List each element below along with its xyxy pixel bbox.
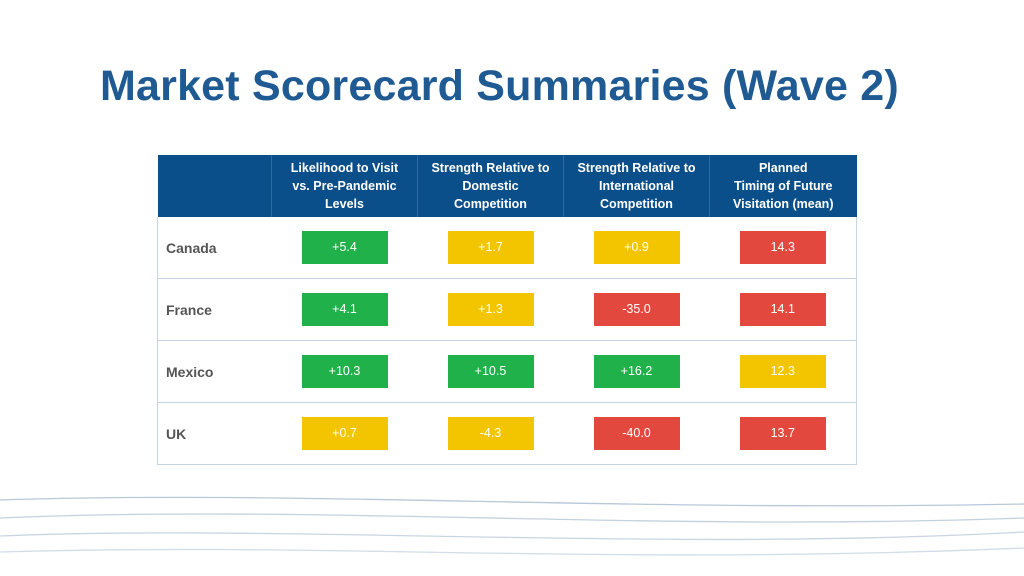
score-chip: 13.7 [739, 417, 826, 450]
score-chip: +1.7 [447, 231, 534, 264]
column-header-timing: Planned Timing of Future Visitation (mea… [709, 155, 857, 217]
scorecard-table: Likelihood to Visit vs. Pre-Pandemic Lev… [157, 155, 857, 465]
score-chip: +1.3 [447, 293, 534, 326]
column-header-international: Strength Relative to International Compe… [563, 155, 710, 217]
column-header-line: Competition [454, 197, 527, 211]
score-chip: +4.1 [301, 293, 388, 326]
column-header-line: International [598, 179, 674, 193]
row-label: France [157, 278, 272, 341]
score-chip: +10.3 [301, 355, 388, 388]
column-header-line: Competition [600, 197, 673, 211]
column-header-line: Strength Relative to [577, 161, 696, 175]
score-chip: +5.4 [301, 231, 388, 264]
page-title: Market Scorecard Summaries (Wave 2) [100, 62, 899, 110]
column-header-line: Likelihood to Visit [290, 161, 399, 175]
row-label: UK [157, 402, 272, 465]
score-chip: 14.1 [739, 293, 826, 326]
column-header-line: Domestic [462, 179, 519, 193]
score-chip: -40.0 [593, 417, 680, 450]
table-row-mexico: Mexico +10.3 +10.5 +16.2 12.3 [157, 340, 857, 403]
column-header-line: Levels [325, 197, 364, 211]
row-label: Mexico [157, 340, 272, 403]
table-row-france: France +4.1 +1.3 -35.0 14.1 [157, 278, 857, 341]
score-chip: -4.3 [447, 417, 534, 450]
score-chip: 12.3 [739, 355, 826, 388]
score-chip: +10.5 [447, 355, 534, 388]
decorative-wave-lines [0, 496, 1024, 556]
column-header-likelihood: Likelihood to Visit vs. Pre-Pandemic Lev… [271, 155, 418, 217]
table-row-canada: Canada +5.4 +1.7 +0.9 14.3 [158, 217, 857, 279]
column-header-line: Visitation (mean) [733, 197, 834, 211]
column-header-line: vs. Pre-Pandemic [292, 179, 397, 193]
score-chip: -35.0 [593, 293, 680, 326]
column-header-line: Planned [758, 161, 808, 175]
column-header-line: Timing of Future [734, 179, 833, 193]
score-chip: 14.3 [739, 231, 826, 264]
header-corner [157, 155, 272, 217]
table-row-uk: UK +0.7 -4.3 -40.0 13.7 [157, 402, 857, 465]
row-label: Canada [166, 239, 217, 256]
column-header-line: Strength Relative to [431, 161, 550, 175]
score-chip: +16.2 [593, 355, 680, 388]
column-header-domestic: Strength Relative to Domestic Competitio… [417, 155, 564, 217]
header-row: Likelihood to Visit vs. Pre-Pandemic Lev… [157, 155, 857, 217]
score-chip: +0.9 [593, 231, 680, 264]
score-chip: +0.7 [301, 417, 388, 450]
